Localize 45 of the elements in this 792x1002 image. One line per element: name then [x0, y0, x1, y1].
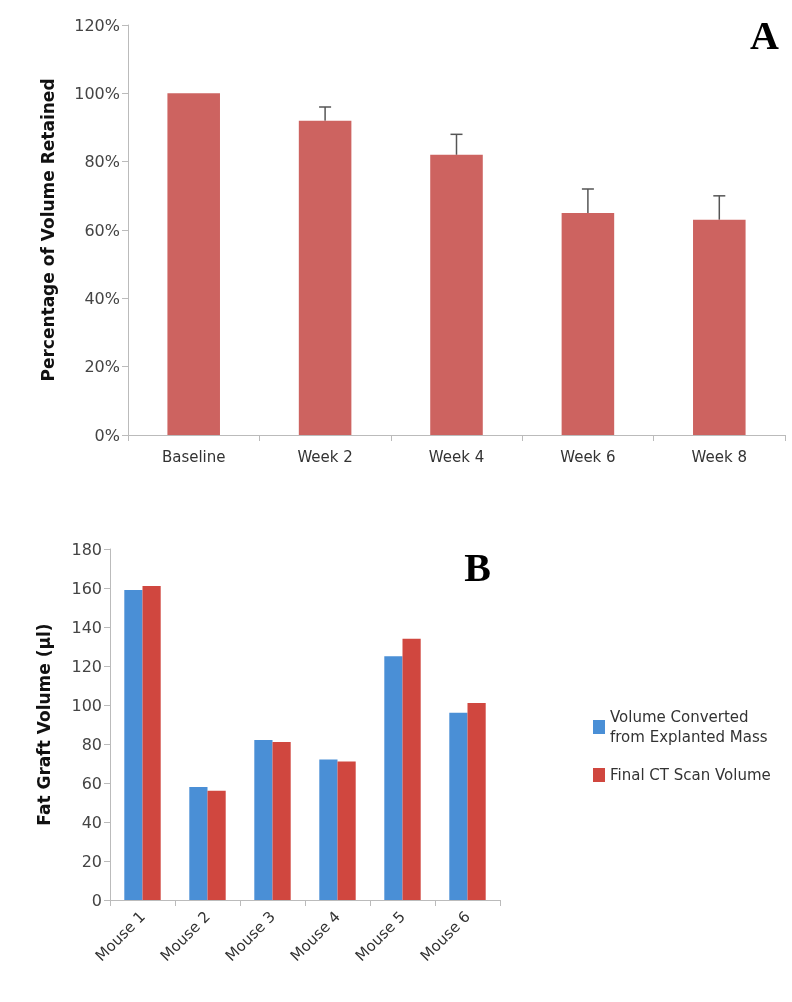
y-tick-label: 180: [71, 539, 102, 559]
bar: [167, 93, 220, 435]
bar: [272, 742, 291, 900]
y-tick-label: 20%: [84, 357, 120, 377]
x-tick-label: Week 6: [560, 447, 616, 466]
x-tick-label: Week 8: [691, 447, 748, 466]
bar: [467, 703, 486, 900]
y-tick-label: 120: [71, 656, 102, 676]
chart-title: B: [464, 544, 492, 590]
y-tick-label: 140: [71, 617, 102, 637]
bar: [337, 761, 356, 900]
bar: [449, 712, 468, 900]
legend-label: Volume Converted from Explanted Mass: [610, 708, 768, 746]
bar: [254, 740, 273, 900]
y-tick-label: 60%: [84, 220, 120, 240]
bar: [189, 786, 208, 900]
bar: [319, 759, 338, 900]
bar: [402, 638, 421, 900]
x-tick-label: Week 2: [297, 447, 353, 466]
y-tick-label: 80: [81, 734, 102, 754]
y-tick-label: 60: [81, 773, 102, 793]
y-tick-label: 160: [71, 578, 102, 598]
y-tick-label: 40: [81, 812, 102, 832]
bar: [384, 656, 403, 900]
bar: [298, 120, 352, 435]
bar: [207, 790, 226, 900]
y-tick-label: 80%: [84, 152, 120, 172]
y-tick-label: 40%: [84, 288, 120, 308]
y-tick-label: 100%: [74, 83, 120, 103]
y-axis-title: Percentage of Volume Retained: [37, 78, 58, 382]
y-tick-label: 20: [81, 851, 102, 871]
bar: [561, 212, 615, 435]
chart-title: A: [750, 12, 780, 58]
bar: [430, 154, 483, 435]
legend-label: Final CT Scan Volume: [610, 766, 771, 784]
x-tick-label: Baseline: [161, 447, 226, 466]
y-tick-label: 100: [71, 695, 102, 715]
bar: [142, 586, 161, 900]
x-tick-label: Week 4: [428, 447, 485, 466]
bar: [693, 219, 746, 435]
bar: [124, 589, 143, 900]
y-tick-label: 0: [91, 890, 102, 910]
y-tick-label: 0%: [94, 425, 120, 445]
y-axis-title: Fat Graft Volume (µl): [33, 623, 54, 826]
y-tick-label: 120%: [74, 15, 120, 35]
